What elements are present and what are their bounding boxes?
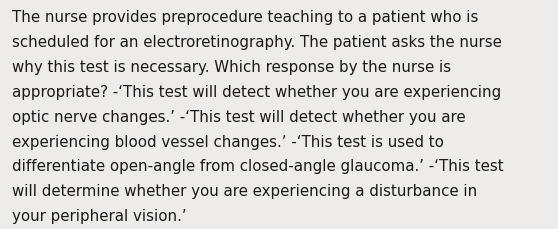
Text: why this test is necessary. Which response by the nurse is: why this test is necessary. Which respon… — [12, 60, 451, 75]
Text: scheduled for an electroretinography. The patient asks the nurse: scheduled for an electroretinography. Th… — [12, 35, 502, 50]
Text: your peripheral vision.’: your peripheral vision.’ — [12, 208, 187, 223]
Text: experiencing blood vessel changes.’ -‘This test is used to: experiencing blood vessel changes.’ -‘Th… — [12, 134, 444, 149]
Text: The nurse provides preprocedure teaching to a patient who is: The nurse provides preprocedure teaching… — [12, 10, 479, 25]
Text: will determine whether you are experiencing a disturbance in: will determine whether you are experienc… — [12, 183, 478, 198]
Text: optic nerve changes.’ -‘This test will detect whether you are: optic nerve changes.’ -‘This test will d… — [12, 109, 466, 124]
Text: differentiate open-angle from closed-angle glaucoma.’ -‘This test: differentiate open-angle from closed-ang… — [12, 159, 504, 174]
Text: appropriate? -‘This test will detect whether you are experiencing: appropriate? -‘This test will detect whe… — [12, 85, 502, 99]
